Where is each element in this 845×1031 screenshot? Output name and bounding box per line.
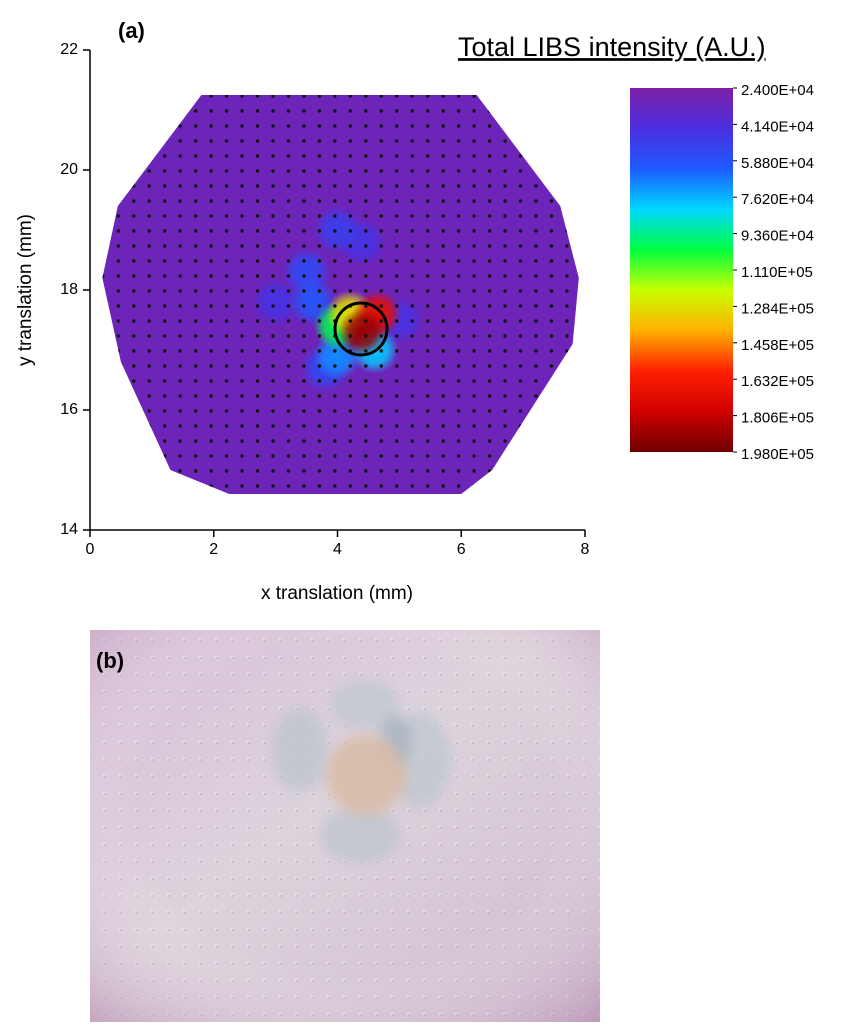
photo: (b) (90, 630, 600, 1022)
heatmap (102, 95, 579, 494)
x-tick-label: 8 (581, 541, 590, 558)
y-tick-label: 14 (60, 521, 78, 538)
measurement-points (102, 95, 579, 494)
y-tick-label: 18 (60, 281, 78, 298)
colorbar (630, 88, 733, 452)
panel-label: (a) (118, 18, 145, 43)
x-tick-label: 2 (209, 541, 218, 558)
x-tick-label: 4 (333, 541, 342, 558)
y-axis-label: y translation (mm) (15, 214, 36, 366)
panel-label: (b) (96, 648, 124, 673)
colorbar-tick-label: 1.284E+05 (741, 300, 814, 317)
colorbar-tick-label: 4.140E+04 (741, 118, 814, 135)
colorbar-tick-label: 1.980E+05 (741, 446, 814, 463)
x-tick-label: 0 (86, 541, 95, 558)
y-tick-label: 22 (60, 41, 78, 58)
colorbar-tick-label: 9.360E+04 (741, 228, 814, 245)
colorbar-tick-label: 5.880E+04 (741, 155, 814, 172)
colorbar-title: Total LIBS intensity (A.U.) (458, 32, 766, 62)
x-axis-label: x translation (mm) (261, 583, 413, 604)
photo-vignette (90, 630, 600, 1022)
y-tick-label: 20 (60, 161, 78, 178)
colorbar-tick-label: 1.632E+05 (741, 373, 814, 390)
highlight-circle (333, 301, 389, 357)
colorbar-tick-label: 1.110E+05 (741, 264, 813, 281)
x-tick-label: 6 (457, 541, 466, 558)
colorbar-tick-label: 1.458E+05 (741, 337, 814, 354)
colorbar-tick-label: 2.400E+04 (741, 82, 814, 99)
colorbar-tick-label: 7.620E+04 (741, 191, 814, 208)
colorbar-tick-label: 1.806E+05 (741, 410, 814, 427)
y-tick-label: 16 (60, 401, 78, 418)
